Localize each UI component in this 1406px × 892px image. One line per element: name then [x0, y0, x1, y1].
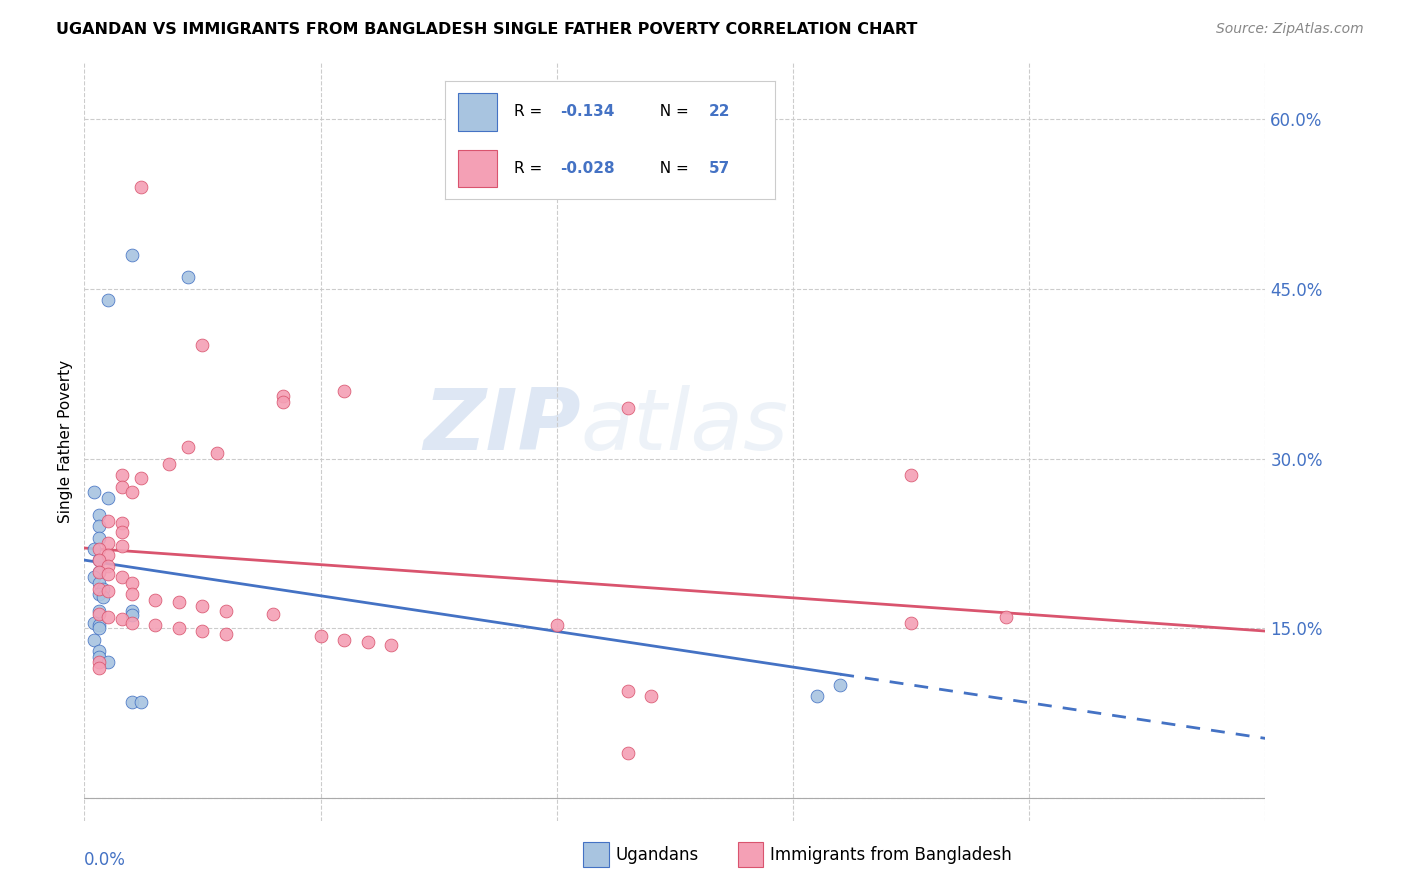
Point	[546, 618, 568, 632]
Point	[191, 338, 214, 352]
Point	[111, 516, 134, 530]
Y-axis label: Single Father Poverty: Single Father Poverty	[58, 360, 73, 523]
Point	[129, 695, 152, 709]
Point	[87, 576, 110, 591]
Point	[191, 599, 214, 613]
Point	[83, 570, 105, 584]
Point	[91, 582, 114, 596]
Text: 0.0%: 0.0%	[84, 851, 127, 869]
Point	[87, 519, 110, 533]
Point	[271, 395, 294, 409]
Point	[111, 612, 134, 626]
Point	[333, 632, 356, 647]
Point	[616, 746, 638, 760]
Point	[143, 593, 166, 607]
Point	[87, 607, 110, 621]
Point	[167, 621, 190, 635]
Point	[994, 610, 1017, 624]
Point	[143, 618, 166, 632]
Point	[380, 638, 402, 652]
Point	[97, 610, 120, 624]
Point	[806, 689, 828, 703]
Point	[87, 621, 110, 635]
Point	[97, 583, 120, 598]
Point	[616, 401, 638, 415]
Point	[87, 655, 110, 669]
Point	[97, 548, 120, 562]
Point	[121, 587, 143, 601]
Point	[97, 514, 120, 528]
Point	[97, 566, 120, 581]
Point	[87, 565, 110, 579]
Text: atlas: atlas	[581, 384, 789, 468]
Point	[157, 457, 180, 471]
Point	[191, 624, 214, 638]
Text: Source: ZipAtlas.com: Source: ZipAtlas.com	[1216, 22, 1364, 37]
Point	[121, 695, 143, 709]
Point	[87, 553, 110, 567]
Point	[640, 689, 662, 703]
Point	[271, 389, 294, 403]
Point	[97, 491, 120, 505]
Point	[333, 384, 356, 398]
Point	[97, 655, 120, 669]
Point	[87, 508, 110, 522]
Point	[129, 180, 152, 194]
Point	[129, 471, 152, 485]
Point	[121, 576, 143, 591]
Text: Immigrants from Bangladesh: Immigrants from Bangladesh	[770, 846, 1012, 863]
Point	[262, 607, 284, 621]
Point	[121, 615, 143, 630]
Point	[97, 536, 120, 550]
Point	[111, 539, 134, 553]
Text: Ugandans: Ugandans	[616, 846, 699, 863]
Point	[83, 632, 105, 647]
Point	[97, 559, 120, 574]
Point	[97, 293, 120, 307]
Point	[87, 587, 110, 601]
Text: UGANDAN VS IMMIGRANTS FROM BANGLADESH SINGLE FATHER POVERTY CORRELATION CHART: UGANDAN VS IMMIGRANTS FROM BANGLADESH SI…	[56, 22, 918, 37]
Point	[87, 531, 110, 545]
Point	[87, 661, 110, 675]
Point	[111, 524, 134, 539]
Point	[205, 446, 228, 460]
Point	[616, 683, 638, 698]
Point	[121, 607, 143, 622]
Point	[167, 595, 190, 609]
Point	[87, 644, 110, 658]
Point	[121, 604, 143, 618]
Point	[830, 678, 852, 692]
Point	[309, 629, 332, 643]
Point	[900, 615, 922, 630]
Point	[177, 270, 200, 285]
Point	[215, 604, 238, 618]
Text: ZIP: ZIP	[423, 384, 581, 468]
Point	[121, 248, 143, 262]
Point	[87, 565, 110, 579]
Point	[177, 440, 200, 454]
Point	[215, 627, 238, 641]
Point	[87, 542, 110, 557]
Point	[87, 618, 110, 632]
Point	[900, 468, 922, 483]
Point	[111, 468, 134, 483]
Point	[91, 590, 114, 604]
Point	[111, 570, 134, 584]
Point	[357, 635, 380, 649]
Point	[83, 615, 105, 630]
Point	[83, 542, 105, 557]
Point	[87, 649, 110, 664]
Point	[87, 582, 110, 596]
Point	[111, 480, 134, 494]
Point	[87, 604, 110, 618]
Point	[87, 553, 110, 567]
Point	[121, 485, 143, 500]
Point	[83, 485, 105, 500]
